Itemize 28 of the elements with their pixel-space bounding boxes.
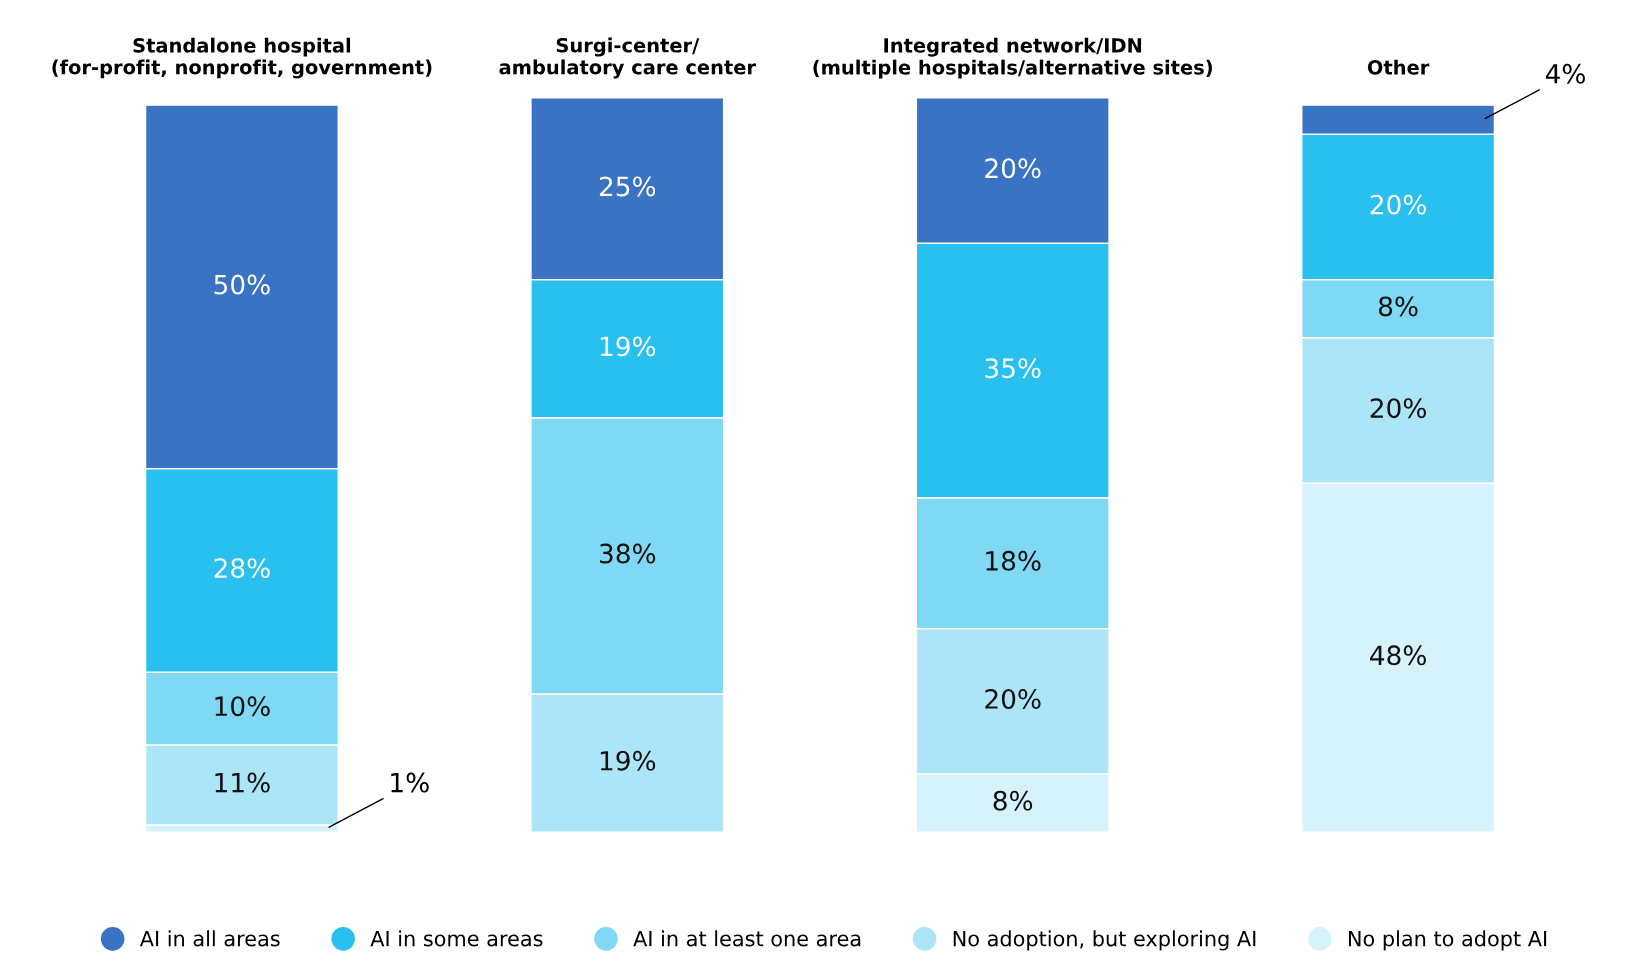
data-label: 8%	[993, 790, 1033, 811]
data-label: 20%	[1370, 398, 1426, 419]
data-label: 48%	[1370, 645, 1426, 666]
legend-label: AI in all areas	[139, 930, 280, 947]
legend-label: No plan to adopt AI	[1348, 930, 1547, 951]
data-label: 18%	[986, 550, 1041, 571]
data-label: 38%	[599, 543, 656, 564]
legend-label: AI in some areas	[370, 930, 543, 947]
data-label: 50%	[214, 274, 270, 295]
x-tick-label: Integrated network/IDN (multiple hospitals/alternative sites)	[813, 37, 1212, 79]
data-label: 28%	[214, 558, 270, 579]
legend-label: AI in at least one area	[633, 930, 861, 947]
data-label: 20%	[1370, 194, 1426, 215]
data-label: 8%	[1378, 296, 1418, 317]
data-label: 25%	[599, 176, 656, 197]
data-label: 20%	[985, 158, 1041, 179]
x-tick-label: Other	[1367, 59, 1430, 75]
data-label: 19%	[600, 336, 656, 357]
data-label: 35%	[985, 358, 1041, 379]
data-label: 4%	[1545, 63, 1585, 84]
data-label: 10%	[215, 696, 270, 717]
x-tick-label: Standalone hospital (for-profit, nonprofit, government)	[52, 37, 432, 79]
legend-label: No adoption, but exploring AI	[953, 930, 1256, 951]
x-tick-label: Surgi-center/ ambulatory care center	[499, 37, 756, 79]
data-label: 11%	[215, 772, 270, 793]
data-label: 19%	[600, 750, 656, 771]
data-label: 20%	[985, 688, 1041, 709]
data-label: 1%	[391, 772, 429, 793]
